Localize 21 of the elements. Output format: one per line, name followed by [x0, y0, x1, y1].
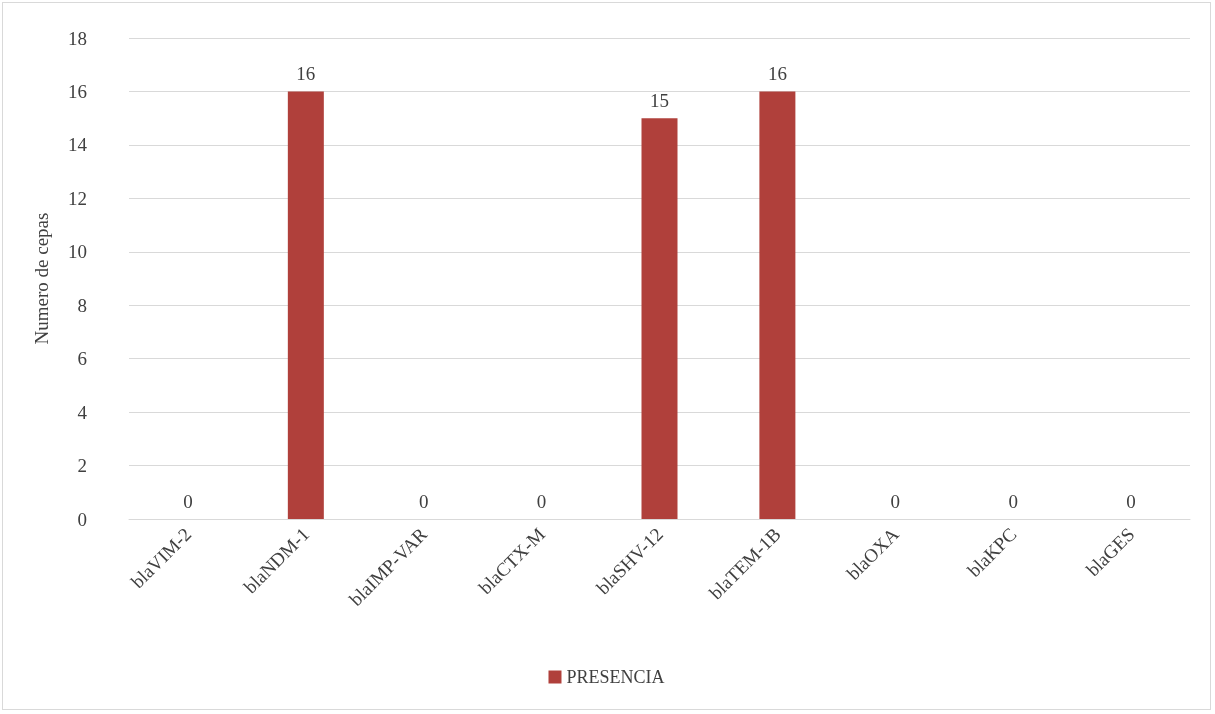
y-tick-label: 6 — [77, 348, 87, 370]
y-tick-label: 12 — [68, 187, 87, 209]
y-tick-label: 10 — [68, 241, 87, 263]
y-tick-label: 8 — [77, 294, 87, 316]
data-label: 16 — [767, 63, 787, 85]
y-axis-title: Numero de cepas — [31, 212, 52, 345]
y-tick-label: 16 — [68, 80, 87, 102]
data-label: 0 — [418, 491, 429, 512]
y-tick-label: 2 — [77, 455, 87, 477]
y-tick-label: 0 — [77, 508, 87, 530]
data-label: 0 — [890, 491, 901, 512]
y-tick-label: 14 — [68, 134, 88, 156]
data-label: 0 — [536, 491, 547, 512]
legend-label: PRESENCIA — [566, 667, 665, 687]
data-label: 16 — [296, 63, 316, 85]
data-label: 0 — [1126, 491, 1136, 512]
y-tick-label: 18 — [68, 27, 87, 49]
data-label: 0 — [183, 491, 193, 512]
y-tick-label: 4 — [77, 401, 88, 423]
data-label: 15 — [650, 90, 669, 112]
data-label: 0 — [1008, 491, 1018, 512]
